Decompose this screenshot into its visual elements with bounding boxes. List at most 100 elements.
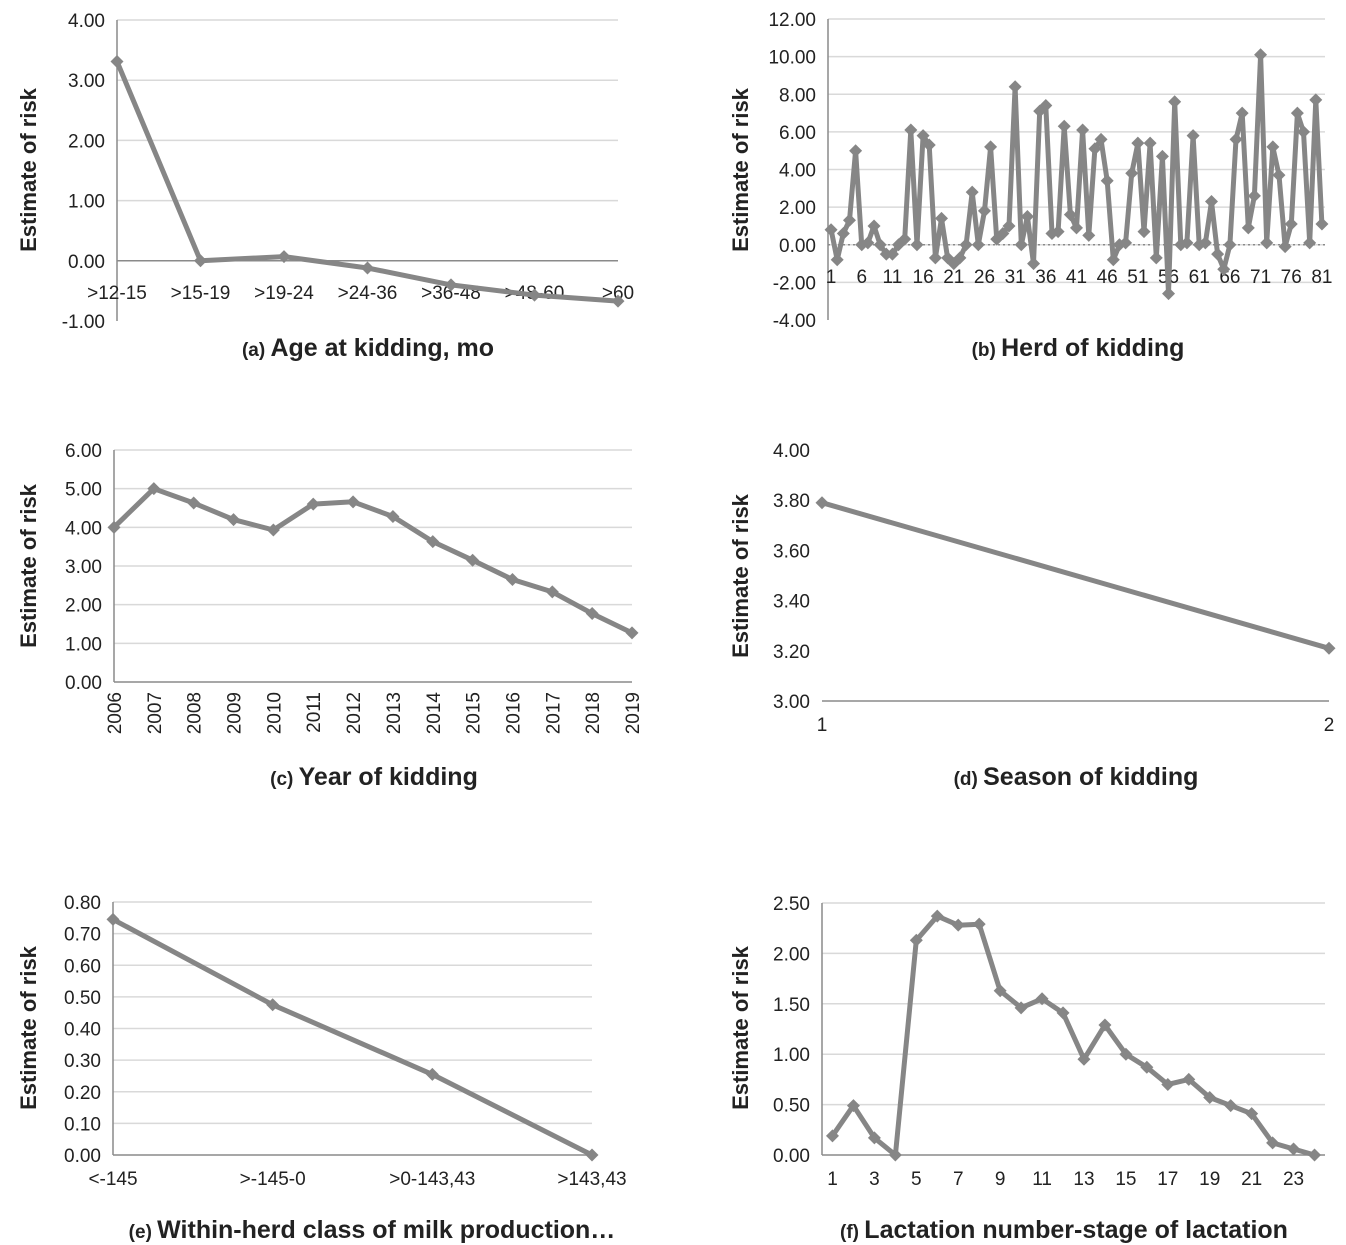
data-point-marker	[1155, 149, 1169, 163]
y-tick-label: 6.00	[779, 123, 816, 144]
x-tick-label: 6	[856, 267, 867, 288]
y-tick-label: 6.00	[65, 441, 102, 462]
y-tick-label: 3.20	[773, 642, 810, 663]
data-point-marker	[1119, 1047, 1133, 1061]
x-tick-label: 2016	[503, 692, 524, 734]
y-tick-label: 3.80	[773, 491, 810, 512]
data-point-marker	[1106, 253, 1120, 267]
data-point-marker	[1180, 236, 1194, 250]
data-point-marker	[1143, 136, 1157, 150]
y-tick-label: 0.80	[64, 893, 101, 914]
data-point-marker	[1125, 166, 1139, 180]
data-point-marker	[227, 513, 241, 527]
data-point-marker	[1094, 132, 1108, 146]
data-point-marker	[106, 912, 120, 926]
y-tick-label: -1.00	[62, 312, 105, 333]
data-point-marker	[110, 55, 124, 69]
data-point-marker	[1198, 236, 1212, 250]
panel-caption-prefix: (f)	[840, 1222, 864, 1243]
x-tick-label: >-145-0	[240, 1169, 306, 1190]
y-tick-label: 0.00	[68, 252, 105, 273]
chart-panel-f: 0.000.501.001.502.002.501 3 5 7 9 11 13 15 17 19 2…	[728, 894, 1325, 1244]
series-line	[821, 500, 1330, 651]
y-tick-label: 0.10	[64, 1114, 101, 1135]
data-point-marker	[1119, 236, 1133, 250]
data-point-marker	[625, 626, 639, 640]
x-tick-label: 2	[1324, 715, 1335, 736]
chart-panel-a: -1.00 0.00 1.00 2.00 3.00 4.00 >12-15 >15-19 >19…	[16, 11, 634, 362]
x-tick-label: 2017	[543, 692, 564, 734]
data-point-marker	[1287, 1142, 1301, 1156]
x-tick-label: 21	[1241, 1169, 1262, 1190]
y-tick-label: -2.00	[773, 273, 816, 294]
panel-caption-prefix: (e)	[129, 1222, 158, 1243]
data-point-marker	[836, 226, 850, 240]
y-tick-label: 0.00	[64, 1146, 101, 1167]
chart-panel-b: -4.00 -2.00 0.00 2.00 4.00 6.00 8.00 10.00 12.00…	[728, 10, 1333, 362]
data-point-marker	[1002, 219, 1016, 233]
x-tick-label: 2012	[344, 692, 365, 734]
data-point-marker	[1278, 240, 1292, 254]
panel-caption-prefix: (d)	[954, 769, 984, 790]
x-tick-label: 3	[869, 1169, 880, 1190]
data-point-marker	[1076, 123, 1090, 137]
data-point-marker	[426, 535, 440, 549]
x-tick-label: 2011	[304, 692, 325, 733]
y-tick-label: -4.00	[773, 311, 816, 332]
y-tick-label: 0.00	[779, 236, 816, 257]
data-point-marker	[1290, 106, 1304, 120]
y-axis-label: Estimate of risk	[728, 945, 753, 1110]
data-point-marker	[830, 253, 844, 267]
data-point-marker	[1162, 287, 1176, 301]
data-point-marker	[1051, 225, 1065, 239]
data-point-marker	[147, 482, 161, 496]
panel-caption-title: Herd of kidding	[1001, 334, 1184, 362]
data-point-marker	[107, 520, 121, 534]
data-point-marker	[1056, 1006, 1070, 1020]
y-tick-label: 0.60	[64, 956, 101, 977]
y-tick-label: 2.00	[773, 944, 810, 965]
x-tick-label: 7	[953, 1169, 964, 1190]
data-point-marker	[1223, 238, 1237, 252]
data-point-marker	[885, 247, 899, 261]
data-point-marker	[1149, 251, 1163, 265]
data-point-marker	[849, 144, 863, 158]
data-point-marker	[1229, 132, 1243, 146]
x-tick-label: 2010	[264, 692, 285, 734]
y-axis-label: Estimate of risk	[16, 945, 41, 1110]
data-point-marker	[1303, 236, 1317, 250]
data-point-marker	[1322, 641, 1336, 655]
panel-caption: (d) Season of kidding	[954, 763, 1199, 791]
data-point-marker	[585, 607, 599, 621]
data-point-marker	[1131, 136, 1145, 150]
x-tick-label: 36	[1035, 267, 1056, 288]
x-tick-label: 51	[1127, 267, 1148, 288]
y-tick-label: 12.00	[768, 10, 816, 31]
y-tick-label: 1.00	[65, 634, 102, 655]
data-point-marker	[888, 1148, 902, 1162]
data-point-marker	[965, 185, 979, 199]
data-point-marker	[1297, 125, 1311, 139]
x-tick-label: 2018	[583, 692, 604, 734]
data-point-marker	[528, 288, 541, 302]
data-point-marker	[361, 261, 374, 275]
y-tick-label: 0.20	[64, 1083, 101, 1104]
data-point-marker	[611, 294, 625, 308]
x-tick-label: 9	[995, 1169, 1006, 1190]
data-point-marker	[993, 984, 1007, 998]
y-tick-label: 0.00	[65, 673, 102, 694]
data-point-marker	[386, 510, 400, 524]
data-point-marker	[1168, 95, 1182, 109]
data-point-marker	[910, 238, 924, 252]
data-point-marker	[1247, 189, 1261, 203]
panel-caption-prefix: (b)	[972, 340, 1002, 361]
panel-caption: (a) Age at kidding, mo	[242, 334, 494, 362]
x-tick-label: 46	[1097, 267, 1118, 288]
x-tick-label: 61	[1189, 267, 1210, 288]
y-tick-label: 0.70	[64, 925, 101, 946]
data-point-marker	[1203, 1091, 1217, 1105]
data-point-marker	[928, 251, 942, 265]
panel-caption-title: Within-herd class of milk production…	[157, 1216, 615, 1244]
data-point-marker	[930, 909, 944, 923]
x-tick-label: 2013	[384, 692, 405, 734]
